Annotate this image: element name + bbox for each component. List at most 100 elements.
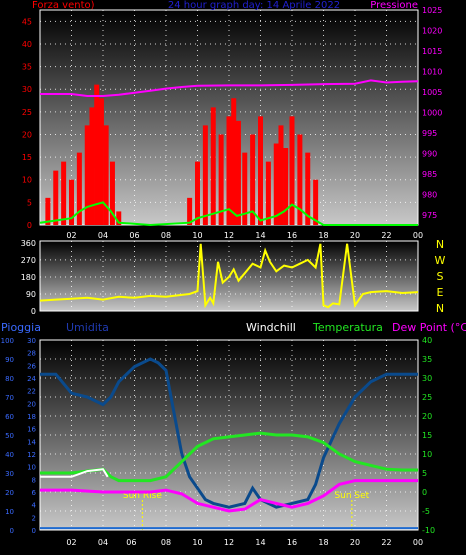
direction-tick-label: 180: [21, 273, 36, 282]
humidity-tick-label: 90: [5, 356, 14, 364]
compass-label: S: [437, 270, 444, 283]
temperature-tick-label: -10: [422, 526, 435, 535]
rain-tick-label: 22: [27, 388, 36, 396]
hour-tick-label: 12: [224, 538, 234, 547]
pressure-tick-label: 985: [422, 170, 437, 179]
hour-tick-label: 20: [350, 231, 360, 240]
hour-tick-label: 10: [192, 538, 202, 547]
humidity-tick-label: 20: [5, 489, 14, 497]
direction-tick-label: 90: [26, 290, 36, 299]
dewpoint-legend: Dew Point (°C): [392, 321, 466, 334]
humidity-tick-label: 50: [5, 432, 14, 440]
direction-tick-label: 270: [21, 256, 36, 265]
rain-tick-label: 30: [27, 337, 36, 345]
wind-tick-label: 10: [22, 176, 32, 185]
rain-tick-label: 0: [32, 527, 36, 535]
sunrise-label: Sun Rise: [123, 491, 162, 501]
temperature-tick-label: 35: [422, 355, 432, 364]
rain-tick-label: 28: [27, 350, 36, 358]
compass-label: E: [437, 286, 444, 299]
rain-tick-label: 12: [27, 451, 36, 459]
wind-average-line: [39, 201, 418, 227]
humidity-tick-label: 70: [5, 394, 14, 402]
wind-tick-label: 5: [27, 198, 32, 207]
temperature-tick-label: 10: [422, 450, 432, 459]
temperature-tick-label: 25: [422, 393, 432, 402]
rain-tick-label: 14: [27, 438, 36, 446]
hour-tick-label: 06: [126, 538, 136, 547]
pressure-tick-label: 1025: [422, 6, 442, 15]
temperature-tick-label: 0: [422, 488, 427, 497]
wind-tick-label: 0: [27, 221, 32, 230]
hour-tick-label: 04: [98, 538, 108, 547]
humidity-tick-label: 60: [5, 413, 14, 421]
wind-tick-label: 25: [22, 108, 32, 117]
pressure-tick-label: 1000: [422, 108, 442, 117]
temperature-tick-label: 20: [422, 412, 432, 421]
wind-tick-label: 45: [22, 17, 32, 26]
hour-tick-label: 06: [129, 231, 139, 240]
humidity-tick-label: 30: [5, 470, 14, 478]
hour-tick-label: 16: [287, 538, 297, 547]
hour-tick-label: 16: [287, 231, 297, 240]
temperature-tick-label: 15: [422, 431, 432, 440]
pressure-tick-label: 1005: [422, 88, 442, 97]
sunset-label: Sun Set: [334, 491, 369, 501]
hour-tick-label: 12: [224, 231, 234, 240]
compass-label: W: [435, 254, 446, 267]
hour-tick-label: 14: [255, 231, 265, 240]
temperature-tick-label: 40: [422, 336, 432, 345]
compass-label: N: [436, 302, 444, 315]
pressure-tick-label: 980: [422, 190, 437, 199]
humidity-tick-label: 100: [1, 337, 14, 345]
rain-tick-label: 10: [27, 464, 36, 472]
pressure-line: [40, 79, 419, 97]
windchill-legend: Windchill: [246, 321, 296, 334]
humidity-tick-label: 0: [10, 527, 14, 535]
chart-title: 24 hour graph day: 14 Aprile 2022: [168, 0, 340, 11]
pressure-tick-label: 995: [422, 129, 437, 138]
pressure-tick-label: 1020: [422, 26, 442, 35]
humidity-tick-label: 40: [5, 451, 14, 459]
rain-tick-label: 4: [32, 502, 37, 510]
compass-label: N: [436, 238, 444, 251]
humidity-tick-label: 80: [5, 375, 14, 383]
hour-tick-label: 00: [413, 231, 423, 240]
wind-tick-label: 20: [22, 130, 32, 139]
hour-tick-label: 22: [381, 538, 391, 547]
pressure-tick-label: 990: [422, 149, 437, 158]
pressure-axis-label: Pressione: [370, 0, 418, 11]
windchill-line: [40, 468, 109, 478]
hour-tick-label: 10: [192, 231, 202, 240]
hour-tick-label: 18: [318, 231, 328, 240]
rain-tick-label: 2: [32, 514, 36, 522]
humidity-line: [40, 357, 418, 509]
humidity-tick-label: 10: [5, 508, 14, 516]
rain-tick-label: 18: [27, 413, 36, 421]
wind-tick-label: 15: [22, 153, 32, 162]
wind-tick-label: 30: [22, 85, 32, 94]
rain-tick-label: 26: [27, 362, 36, 370]
temperature-line: [40, 431, 418, 483]
hour-tick-label: 00: [413, 538, 423, 547]
wind-tick-label: 35: [22, 63, 32, 72]
hour-tick-label: 20: [350, 538, 360, 547]
temperature-tick-label: 5: [422, 469, 427, 478]
hour-tick-label: 02: [66, 538, 76, 547]
direction-tick-label: 360: [21, 239, 36, 248]
temperature-legend: Temperatura: [312, 321, 383, 334]
hour-tick-label: 04: [98, 231, 108, 240]
hour-tick-label: 22: [381, 231, 391, 240]
hour-tick-label: 18: [318, 538, 328, 547]
temperature-tick-label: -5: [422, 507, 430, 516]
rain-tick-label: 8: [32, 476, 36, 484]
direction-tick-label: 0: [31, 307, 36, 316]
dewpoint-line: [40, 479, 418, 513]
temperature-tick-label: 30: [422, 374, 432, 383]
hour-tick-label: 02: [66, 231, 76, 240]
pressure-tick-label: 1015: [422, 47, 442, 56]
hour-tick-label: 14: [255, 538, 265, 547]
